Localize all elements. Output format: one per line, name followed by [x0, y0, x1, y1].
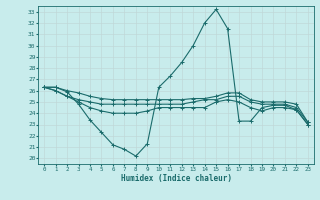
X-axis label: Humidex (Indice chaleur): Humidex (Indice chaleur) [121, 174, 231, 183]
